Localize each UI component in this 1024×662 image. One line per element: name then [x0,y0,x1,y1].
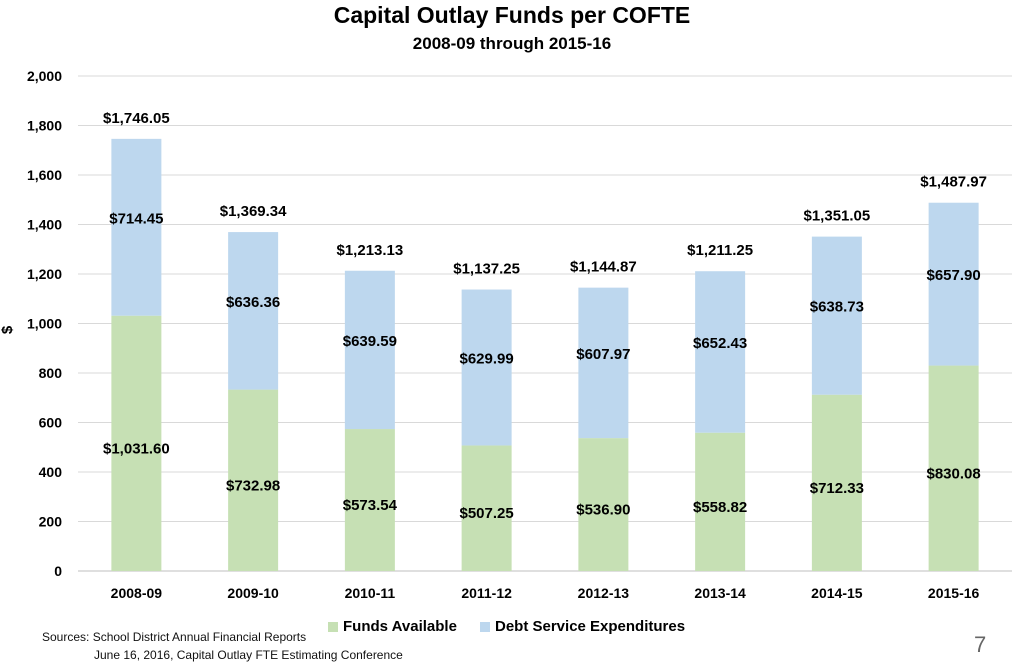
bar-segment-funds-available [228,389,279,571]
data-label: $732.98 [226,477,280,494]
total-label: $1,144.87 [570,259,637,276]
y-tick-label: 200 [39,514,63,530]
x-tick-label: 2011-12 [461,585,512,601]
x-tick-label: 2014-15 [811,585,863,601]
data-label: $558.82 [693,499,747,516]
x-tick-label: 2010-11 [345,585,396,601]
bar-segment-debt-service [578,287,629,439]
conference-text: June 16, 2016, Capital Outlay FTE Estima… [94,648,403,662]
data-label: $607.97 [576,346,630,363]
y-tick-label: 1,000 [27,316,62,332]
total-label: $1,211.25 [687,242,753,259]
bar-segment-funds-available [344,429,395,571]
x-tick-label: 2015-16 [928,585,980,601]
bar-segment-debt-service [344,270,395,430]
x-tick-label: 2012-13 [578,585,630,601]
legend-label: Funds Available [343,618,457,635]
legend-label: Debt Service Expenditures [495,618,686,635]
data-label: $714.45 [109,210,163,227]
data-label: $507.25 [460,505,514,522]
data-label: $638.73 [810,299,864,316]
data-label: $536.90 [576,502,630,519]
total-label: $1,213.13 [337,242,404,259]
data-label: $639.59 [343,333,397,350]
bar-segment-debt-service [228,232,279,390]
legend-item-debt-service: Debt Service Expenditures [480,618,685,635]
data-label: $712.33 [810,480,864,497]
total-label: $1,137.25 [453,261,520,278]
chart-title: Capital Outlay Funds per COFTE [333,2,691,28]
y-tick-label: 2,000 [27,68,62,84]
y-tick-label: 600 [39,415,63,431]
total-label: $1,369.34 [220,203,287,220]
data-label: $1,031.60 [103,440,170,457]
data-label: $657.90 [927,267,981,284]
y-tick-label: 400 [39,464,63,480]
y-tick-label: 1,800 [27,118,62,134]
y-axis-label: $ [0,325,16,334]
bar-segment-debt-service [111,138,162,316]
data-label: $830.08 [927,465,981,482]
y-tick-label: 1,400 [27,217,62,233]
legend-swatch-blue [480,621,490,632]
bar-segment-debt-service [695,271,746,433]
x-tick-label: 2013-14 [694,585,746,601]
y-tick-label: 800 [39,365,63,381]
chart-subtitle: 2008-09 through 2015-16 [412,34,612,53]
bar-segment-debt-service [928,202,979,366]
bar-segment-funds-available [928,365,979,571]
legend-item-funds-available: Funds Available [328,618,457,635]
page-number: 7 [974,632,987,657]
x-tick-label: 2009-10 [227,585,279,601]
total-label: $1,487.97 [920,174,987,191]
bar-segment-funds-available [111,315,162,571]
total-label: $1,746.05 [103,110,170,127]
data-label: $573.54 [343,497,398,514]
bar-segment-funds-available [811,394,862,571]
y-tick-label: 1,600 [27,167,62,183]
y-tick-label: 0 [54,563,62,579]
sources-text: Sources: School District Annual Financia… [42,630,307,644]
bar-segment-funds-available [695,432,746,571]
x-tick-label: 2008-09 [111,585,163,601]
data-label: $629.99 [460,350,514,367]
data-label: $652.43 [693,335,747,352]
bar-segment-funds-available [461,445,512,571]
y-tick-label: 1,200 [27,266,62,282]
data-label: $636.36 [226,294,280,311]
bar-segment-funds-available [578,438,629,571]
legend-swatch-green [328,621,338,632]
total-label: $1,351.05 [804,208,871,225]
bar-segment-debt-service [461,289,512,446]
bar-segment-debt-service [811,236,862,395]
